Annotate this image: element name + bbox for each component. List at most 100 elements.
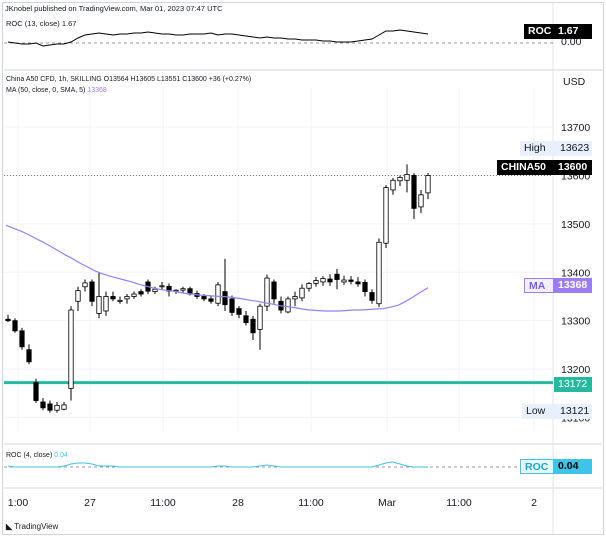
roc-top-legend-value: 1.67	[61, 19, 77, 28]
y-tick-label: 13200	[561, 364, 590, 376]
candle-down	[47, 403, 53, 411]
candle-up	[257, 305, 263, 330]
roc-bottom-legend-name: ROC (4, close)	[6, 452, 53, 459]
candle-up	[159, 285, 165, 288]
roc-bottom-value-tag: 0.04	[554, 459, 592, 474]
published-caption: JKnobel published on TradingView.com, Ma…	[5, 4, 223, 13]
candle-down	[369, 292, 375, 301]
currency-label: USD	[563, 76, 586, 88]
roc-top-zero-label: 0.00	[561, 36, 582, 48]
candle-up	[299, 287, 305, 299]
candle-down	[33, 382, 39, 401]
candle-down	[26, 349, 32, 363]
candle-up	[82, 282, 88, 288]
candle-down	[110, 296, 116, 300]
x-tick-label: 28	[232, 497, 244, 509]
x-tick-label: 11:00	[446, 497, 472, 509]
roc-bottom-line	[7, 461, 428, 468]
candle-down	[327, 278, 333, 283]
candle-up	[54, 404, 60, 411]
candle-up	[96, 296, 102, 314]
symbol-legend: China A50 CFD, 1h, SKILLING O13564 H1360…	[6, 76, 251, 83]
roc-top-legend-name: ROC (13, close)	[6, 19, 60, 28]
candle-up	[215, 284, 221, 304]
x-tick-label: 11:00	[298, 497, 324, 509]
candle-down	[40, 401, 46, 409]
candle-up	[68, 309, 74, 389]
candle-down	[89, 281, 95, 302]
x-tick-label: Mar	[378, 497, 397, 509]
support-value-tag: 13172	[554, 377, 592, 392]
roc-top-tag: ROC	[524, 24, 554, 39]
candle-down	[348, 279, 354, 282]
ohlc-values: O13564 H13605 L13551 C13600 +36 (+0.27%)	[103, 76, 252, 83]
candle-down	[222, 291, 228, 306]
candle-down	[19, 330, 25, 348]
candle-up	[292, 296, 298, 300]
candle-down	[271, 281, 277, 300]
candle-down	[334, 273, 340, 280]
low-value-tag: 13121	[556, 404, 592, 419]
candle-up	[103, 296, 109, 312]
y-tick-label: 13500	[561, 219, 590, 231]
ma-line	[5, 224, 429, 312]
candle-down	[362, 282, 368, 293]
candle-up	[75, 290, 81, 302]
candle-up	[404, 174, 410, 181]
tradingview-logo-text: TradingView	[14, 522, 59, 531]
low-label-tag: Low	[522, 404, 556, 419]
candle-up	[117, 299, 123, 302]
roc-top-value-tag: 1.67	[554, 24, 592, 39]
candle-up	[397, 176, 403, 182]
candle-down	[138, 291, 144, 295]
candle-up	[306, 282, 312, 289]
candle-down	[208, 298, 214, 302]
y-tick-label: 13400	[561, 267, 590, 279]
candle-up	[264, 277, 270, 307]
candle-up	[418, 194, 424, 208]
roc-bottom-legend: ROC (4, close) 0.04	[6, 452, 68, 459]
candle-down	[229, 298, 235, 313]
high-label-tag: High	[520, 141, 556, 156]
high-value-tag: 13623	[556, 141, 592, 156]
x-tick-label: 2	[531, 497, 537, 509]
candle-down	[201, 296, 207, 300]
candle-down	[236, 308, 242, 315]
x-tick-label: 11:00	[150, 497, 176, 509]
tradingview-logo: ◣ TradingView	[6, 522, 58, 531]
price-value-tag: 13600	[554, 160, 592, 175]
candle-up	[383, 187, 389, 244]
candle-down	[355, 281, 361, 285]
candle-down	[12, 320, 18, 332]
candle-up	[131, 293, 137, 297]
roc-top-line	[7, 29, 429, 47]
roc-bottom-tag: ROC	[520, 459, 554, 474]
ma-value-tag: 13368	[554, 278, 592, 293]
candle-down	[250, 318, 256, 334]
tradingview-logo-icon: ◣	[6, 522, 13, 531]
candle-up	[376, 241, 382, 305]
candle-up	[61, 404, 67, 410]
candle-down	[243, 315, 249, 324]
candle-down	[411, 175, 417, 209]
ma-legend-name: MA (50, close, 0, SMA, 5)	[6, 87, 86, 94]
ma-legend: MA (50, close, 0, SMA, 5) 13368	[6, 87, 107, 94]
candle-up	[320, 278, 326, 283]
price-symbol-tag: CHINA50	[497, 160, 554, 175]
x-tick-label: 1:00	[8, 497, 29, 509]
candle-up	[425, 175, 431, 194]
candle-up	[285, 298, 291, 313]
x-tick-label: 27	[84, 497, 96, 509]
roc-bottom-legend-value: 0.04	[54, 452, 68, 459]
candle-up	[152, 288, 158, 293]
candle-up	[313, 280, 319, 284]
y-tick-label: 13300	[561, 316, 590, 328]
symbol-name: China A50 CFD, 1h, SKILLING	[6, 76, 102, 83]
ma-legend-value: 13368	[87, 87, 107, 94]
candle-down	[5, 318, 11, 322]
ma-label-tag: MA	[524, 278, 554, 293]
candle-up	[341, 279, 347, 283]
candle-up	[124, 296, 130, 300]
